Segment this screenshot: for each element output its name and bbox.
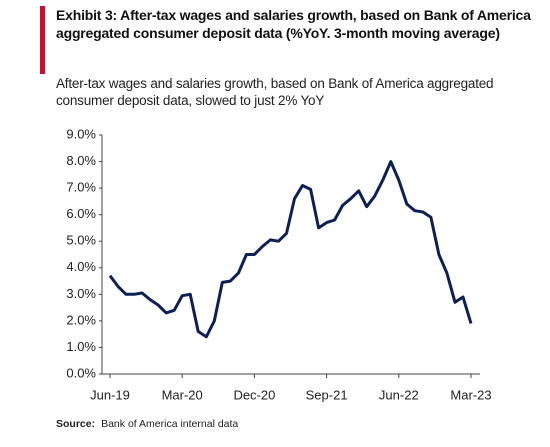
x-tick-label: Sep-21: [306, 387, 348, 402]
y-tick-label: 5.0%: [66, 233, 96, 248]
y-tick-label: 7.0%: [66, 180, 96, 195]
y-tick-label: 0.0%: [66, 365, 96, 380]
chart-subtitle: After-tax wages and salaries growth, bas…: [56, 76, 494, 108]
y-tick-label: 4.0%: [66, 259, 96, 274]
data-line: [108, 160, 473, 339]
x-tick-label: Jun-22: [379, 387, 419, 402]
source-note: Source: Bank of America internal data: [56, 418, 238, 430]
x-tick-label: Mar-20: [162, 387, 203, 402]
accent-bar: [40, 6, 45, 74]
y-tick-label: 2.0%: [66, 312, 96, 327]
x-tick-label: Mar-23: [450, 387, 491, 402]
x-tick-label: Dec-20: [233, 387, 275, 402]
y-tick-label: 1.0%: [66, 339, 96, 354]
source-text: Bank of America internal data: [101, 418, 239, 430]
y-tick-label: 3.0%: [66, 286, 96, 301]
y-tick-label: 6.0%: [66, 206, 96, 221]
x-tick-label: Jun-19: [90, 387, 130, 402]
y-tick-label: 8.0%: [66, 153, 96, 168]
chart-title: Exhibit 3: After-tax wages and salaries …: [56, 7, 531, 41]
source-label: Source:: [56, 418, 96, 430]
y-tick-label: 9.0%: [66, 126, 96, 141]
